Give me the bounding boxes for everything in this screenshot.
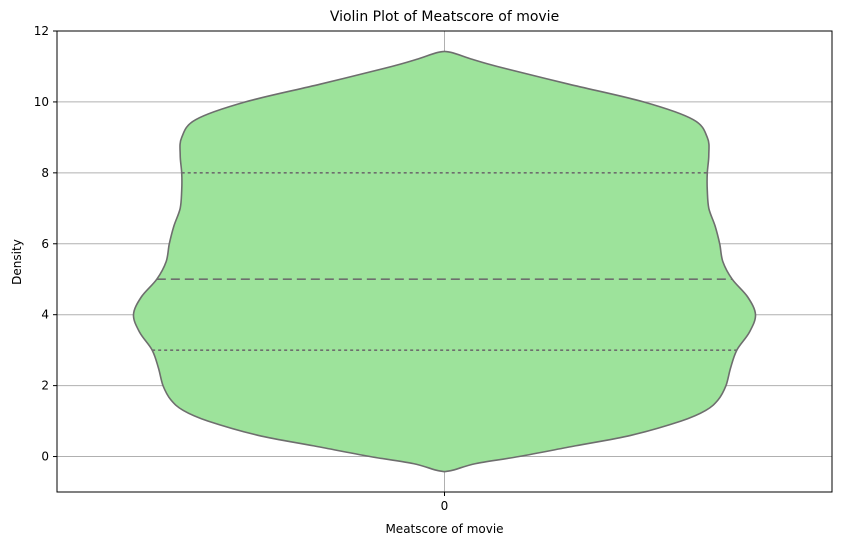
x-axis-ticks: 0 bbox=[441, 492, 449, 513]
y-tick-label: 0 bbox=[41, 450, 49, 464]
y-tick-label: 4 bbox=[41, 308, 49, 322]
violin-body bbox=[132, 50, 757, 473]
y-tick-label: 6 bbox=[41, 237, 49, 251]
y-axis-label: Density bbox=[10, 239, 24, 285]
x-axis-label: Meatscore of movie bbox=[385, 522, 503, 536]
y-axis-ticks: 0 2 4 6 8 10 12 bbox=[34, 24, 57, 464]
y-tick-label: 10 bbox=[34, 95, 49, 109]
y-tick-label: 8 bbox=[41, 166, 49, 180]
x-tick-label: 0 bbox=[441, 499, 449, 513]
y-tick-label: 2 bbox=[41, 379, 49, 393]
violin-body-group bbox=[132, 50, 757, 473]
quartile-lines bbox=[152, 172, 737, 351]
y-tick-label: 12 bbox=[34, 24, 49, 38]
chart-title: Violin Plot of Meatscore of movie bbox=[330, 9, 559, 25]
